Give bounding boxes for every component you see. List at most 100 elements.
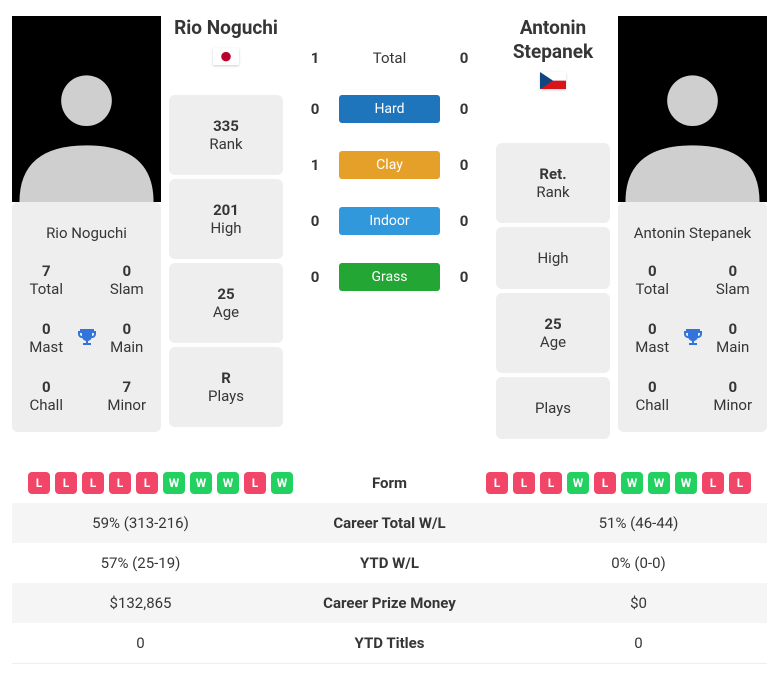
player-right-image bbox=[618, 16, 767, 202]
form-win-badge[interactable]: W bbox=[675, 472, 697, 494]
form-loss-badge[interactable]: L bbox=[540, 472, 562, 494]
table-row: 0YTD Titles0 bbox=[12, 623, 767, 663]
form-win-badge[interactable]: W bbox=[217, 472, 239, 494]
h2h-right-value: 0 bbox=[448, 156, 480, 174]
stat-total: 0 Total bbox=[624, 262, 681, 298]
stat-total: 7 Total bbox=[18, 262, 75, 298]
form-loss-badge[interactable]: L bbox=[513, 472, 535, 494]
stat-rank: 335 Rank bbox=[169, 95, 283, 175]
table-left-value: 59% (313-216) bbox=[16, 514, 265, 532]
player-left-image bbox=[12, 16, 161, 202]
stat-chall: 0 Chall bbox=[624, 378, 681, 414]
trophy-icon bbox=[681, 320, 705, 356]
surface-badge[interactable]: Hard bbox=[339, 95, 440, 123]
h2h-left-value: 0 bbox=[299, 268, 331, 286]
form-win-badge[interactable]: W bbox=[163, 472, 185, 494]
flag-japan-icon bbox=[169, 48, 283, 65]
stat-age: 25 Age bbox=[169, 263, 283, 343]
h2h-left-value: 0 bbox=[299, 100, 331, 118]
stat-chall: 0 Chall bbox=[18, 378, 75, 414]
player-right-card: Antonin Stepanek 0 Total 0 Slam 0 Mast bbox=[618, 202, 767, 432]
h2h-row: 0 Grass 0 bbox=[299, 263, 480, 291]
player-right-name[interactable]: Antonin Stepanek bbox=[496, 16, 610, 64]
table-label: Career Total W/L bbox=[265, 514, 514, 532]
stat-age: 25 Age bbox=[496, 293, 610, 373]
player-left-card-name: Rio Noguchi bbox=[12, 224, 161, 242]
form-loss-badge[interactable]: L bbox=[594, 472, 616, 494]
table-right-value: LLLWLWWWLL bbox=[486, 472, 763, 494]
table-right-value: 51% (46-44) bbox=[514, 514, 763, 532]
h2h-row: 1 Clay 0 bbox=[299, 151, 480, 179]
table-label: YTD Titles bbox=[265, 634, 514, 652]
stat-plays: Plays bbox=[496, 377, 610, 439]
form-win-badge[interactable]: W bbox=[648, 472, 670, 494]
h2h-column: 1 Total 0 0 Hard 0 1 Clay 0 0 Indoor 0 0 Grass 0 bbox=[291, 16, 488, 439]
player-right-card-name: Antonin Stepanek bbox=[618, 224, 767, 242]
h2h-row: 1 Total 0 bbox=[299, 48, 480, 67]
player-left-name[interactable]: Rio Noguchi bbox=[169, 16, 283, 40]
form-win-badge[interactable]: W bbox=[190, 472, 212, 494]
stat-slam: 0 Slam bbox=[99, 262, 156, 298]
table-right-value: $0 bbox=[514, 594, 763, 612]
stat-main: 0 Main bbox=[99, 320, 156, 356]
form-loss-badge[interactable]: L bbox=[55, 472, 77, 494]
table-left-value: 57% (25-19) bbox=[16, 554, 265, 572]
table-right-value: 0 bbox=[514, 634, 763, 652]
h2h-total-label: Total bbox=[373, 49, 407, 67]
h2h-right-value: 0 bbox=[448, 100, 480, 118]
form-loss-badge[interactable]: L bbox=[82, 472, 104, 494]
stat-main: 0 Main bbox=[705, 320, 762, 356]
table-left-value: LLLLLWWWLW bbox=[16, 472, 293, 494]
flag-czech-icon bbox=[496, 72, 610, 89]
surface-badge[interactable]: Clay bbox=[339, 151, 440, 179]
form-loss-badge[interactable]: L bbox=[109, 472, 131, 494]
form-loss-badge[interactable]: L bbox=[486, 472, 508, 494]
comparison-header: Rio Noguchi 7 Total 0 Slam 0 Mast bbox=[12, 12, 767, 463]
form-win-badge[interactable]: W bbox=[621, 472, 643, 494]
player-left-column: Rio Noguchi 7 Total 0 Slam 0 Mast bbox=[12, 16, 161, 439]
table-right-value: 0% (0-0) bbox=[514, 554, 763, 572]
table-left-value: $132,865 bbox=[16, 594, 265, 612]
trophy-icon bbox=[75, 320, 99, 356]
h2h-left-value: 1 bbox=[299, 49, 331, 67]
form-loss-badge[interactable]: L bbox=[702, 472, 724, 494]
table-row: 59% (313-216)Career Total W/L51% (46-44) bbox=[12, 503, 767, 543]
table-row: 57% (25-19)YTD W/L0% (0-0) bbox=[12, 543, 767, 583]
table-label: YTD W/L bbox=[265, 554, 514, 572]
h2h-right-value: 0 bbox=[448, 268, 480, 286]
table-row: LLLLLWWWLWFormLLLWLWWWLL bbox=[12, 463, 767, 503]
table-label: Career Prize Money bbox=[265, 594, 514, 612]
stat-mast: 0 Mast bbox=[624, 320, 681, 356]
h2h-left-value: 1 bbox=[299, 156, 331, 174]
surface-badge[interactable]: Grass bbox=[339, 263, 440, 291]
stat-slam: 0 Slam bbox=[705, 262, 762, 298]
table-label: Form bbox=[293, 474, 486, 492]
player-left-stats: Rio Noguchi 335 Rank 201 High 25 Age R P… bbox=[169, 16, 283, 439]
table-left-value: 0 bbox=[16, 634, 265, 652]
stat-minor: 7 Minor bbox=[99, 378, 156, 414]
h2h-left-value: 0 bbox=[299, 212, 331, 230]
h2h-row: 0 Indoor 0 bbox=[299, 207, 480, 235]
h2h-right-value: 0 bbox=[448, 212, 480, 230]
stat-rank: Ret. Rank bbox=[496, 143, 610, 223]
stat-mast: 0 Mast bbox=[18, 320, 75, 356]
form-win-badge[interactable]: W bbox=[567, 472, 589, 494]
player-left-card: Rio Noguchi 7 Total 0 Slam 0 Mast bbox=[12, 202, 161, 432]
table-row: $132,865Career Prize Money$0 bbox=[12, 583, 767, 623]
form-loss-badge[interactable]: L bbox=[244, 472, 266, 494]
stat-high: 201 High bbox=[169, 179, 283, 259]
stat-high: High bbox=[496, 227, 610, 289]
form-win-badge[interactable]: W bbox=[271, 472, 293, 494]
form-loss-badge[interactable]: L bbox=[28, 472, 50, 494]
form-loss-badge[interactable]: L bbox=[136, 472, 158, 494]
h2h-row: 0 Hard 0 bbox=[299, 95, 480, 123]
stat-plays: R Plays bbox=[169, 347, 283, 427]
form-badges: LLLWLWWWLL bbox=[486, 472, 763, 494]
comparison-table: LLLLLWWWLWFormLLLWLWWWLL59% (313-216)Car… bbox=[12, 463, 767, 664]
form-loss-badge[interactable]: L bbox=[729, 472, 751, 494]
surface-badge[interactable]: Indoor bbox=[339, 207, 440, 235]
h2h-right-value: 0 bbox=[448, 49, 480, 67]
player-right-column: Antonin Stepanek 0 Total 0 Slam 0 Mast bbox=[618, 16, 767, 439]
form-badges: LLLLLWWWLW bbox=[16, 472, 293, 494]
stat-minor: 0 Minor bbox=[705, 378, 762, 414]
